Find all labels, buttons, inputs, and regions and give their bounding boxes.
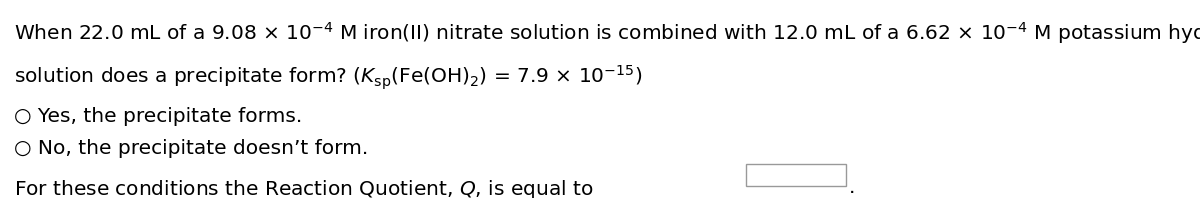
Text: ○ Yes, the precipitate forms.: ○ Yes, the precipitate forms. [14,107,302,126]
Text: solution does a precipitate form? ($K_{\mathrm{sp}}$(Fe(OH)$_2$) = 7.9 $\times$ : solution does a precipitate form? ($K_{\… [14,63,643,92]
Text: For these conditions the Reaction Quotient, $Q$, is equal to: For these conditions the Reaction Quotie… [14,178,594,198]
Text: When 22.0 mL of a 9.08 $\times$ 10$^{-4}$ M iron(II) nitrate solution is combine: When 22.0 mL of a 9.08 $\times$ 10$^{-4}… [14,20,1200,46]
Text: ○ No, the precipitate doesn’t form.: ○ No, the precipitate doesn’t form. [14,139,368,158]
Text: .: . [850,178,856,197]
FancyBboxPatch shape [745,164,846,186]
